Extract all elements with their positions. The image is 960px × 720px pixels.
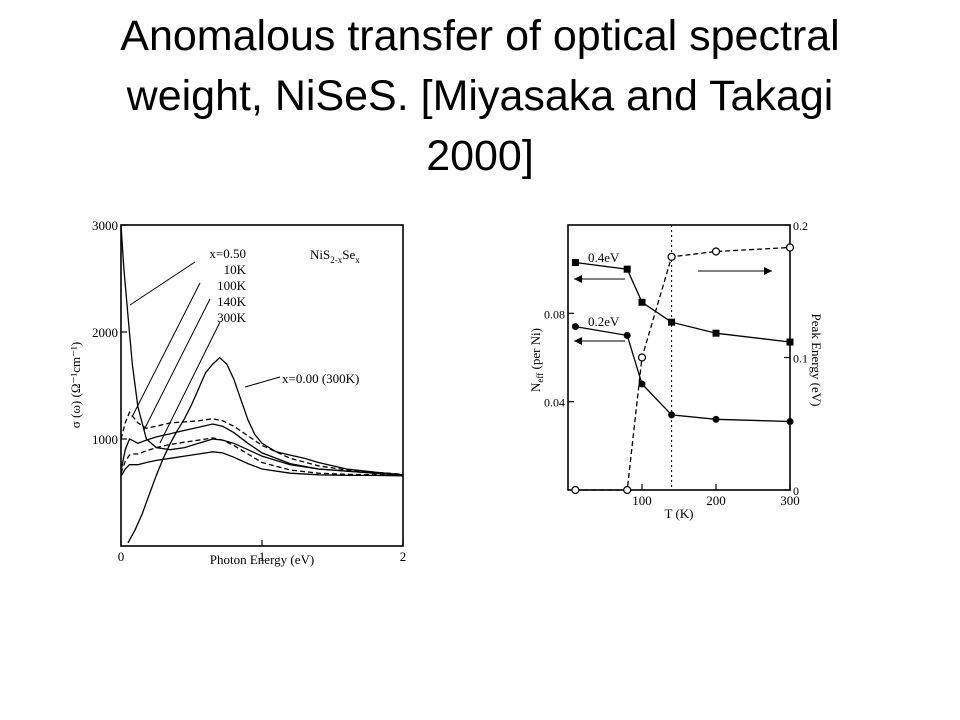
x000-annotation: x=0.00 (300K) (282, 371, 359, 386)
arrow-0.4ev-head (574, 275, 582, 283)
right-chart-y-label-rest: (per Ni) (530, 328, 543, 373)
label-group-entry: 300K (217, 310, 247, 325)
conductivity-spectrum-chart: 0 1 2 1000 2000 3000 Photon Energy (eV) σ (ω)… (68, 218, 406, 567)
left-chart-pointers (129, 261, 281, 444)
data-point-filled-circle (571, 323, 579, 331)
spectrum-series-2 (120, 423, 404, 476)
pointer-140k (143, 298, 211, 431)
data-point-filled-circle (712, 415, 720, 423)
series-label-0.2ev: 0.2eV (588, 314, 620, 329)
compound-label-sub1: 2-x (330, 255, 342, 265)
right-chart-ticks: 100 200 300 0.04 0.08 0 0.1 0.2 (544, 219, 808, 508)
left-chart-frame (120, 224, 404, 547)
arrow-0.2ev-head (574, 337, 582, 345)
left-chart-series (120, 224, 404, 544)
data-point-filled-circle (668, 411, 676, 419)
slide-title-line-1: Anomalous transfer of optical spectral (120, 12, 840, 60)
data-point-open-circle (637, 353, 647, 362)
data-point-open-circle (785, 243, 795, 252)
label-group-entry: 140K (217, 294, 247, 309)
data-point-square (786, 338, 794, 346)
right-chart-y-label-main: N (530, 382, 543, 392)
spectrum-series-0 (120, 224, 404, 477)
temperature-series-2 (575, 246, 791, 491)
right-chart-y-label-sub: eff (535, 373, 545, 383)
data-point-open-circle (571, 485, 580, 495)
spectrum-series-3 (120, 437, 404, 477)
temperature-series-1 (575, 325, 791, 423)
right-chart-x-label: T (K) (664, 506, 693, 521)
data-point-filled-circle (623, 331, 631, 339)
temperature-series-0 (575, 261, 791, 343)
slide-title-line-2: weight, NiSeS. [Miyasaka and Takagi (126, 72, 834, 120)
data-point-square (668, 318, 676, 326)
label-group-entry: x=0.50 (209, 246, 246, 261)
pointer-300k (159, 321, 221, 444)
right-chart-y-label: Neff (per Ni) (530, 328, 545, 392)
data-point-filled-circle (786, 418, 794, 426)
compound-label-sub2: x (355, 255, 360, 265)
axis-arrows (574, 267, 772, 345)
compound-label-mid: Se (342, 247, 355, 262)
left-x-tick-label: 2 (400, 549, 407, 564)
left-x-tick-label: 0 (118, 549, 125, 564)
label-group-entry: 10K (224, 262, 247, 277)
left-y-tick-label: 3000 (92, 218, 118, 233)
data-point-square (571, 259, 579, 267)
right-chart-y2-label: Peak Energy (eV) (809, 314, 824, 407)
slide-title-line-3: 2000] (426, 132, 534, 180)
right-y-tick-label: 0.08 (544, 307, 565, 321)
data-point-filled-circle (638, 380, 646, 388)
right-y2-tick-label: 0.2 (793, 219, 808, 233)
compound-label-main: NiS (310, 247, 330, 262)
right-y2-tick-label: 0 (793, 484, 799, 498)
data-point-square (712, 329, 720, 337)
data-point-open-circle (667, 252, 676, 261)
series-label-0.4ev: 0.4eV (588, 250, 620, 265)
left-y-tick-label: 2000 (92, 325, 118, 340)
right-x-tick-label: 200 (706, 493, 726, 508)
left-chart-x-label: Photon Energy (eV) (210, 552, 314, 567)
label-group-entry: 100K (217, 278, 247, 293)
data-point-open-circle (623, 485, 632, 495)
data-point-square (638, 298, 646, 306)
right-chart-series (571, 243, 795, 495)
data-point-square (623, 265, 631, 273)
left-x-tick-label: 1 (259, 549, 266, 564)
pointer-x050-10k (129, 261, 196, 306)
right-y2-tick-label: 0.1 (793, 352, 808, 366)
neff-temperature-chart: 100 200 300 0.04 0.08 0 0.1 0.2 T (K) Neff (per… (530, 219, 824, 521)
left-chart-y-label: σ (ω) (Ω⁻¹cm⁻¹) (68, 342, 83, 428)
right-y-tick-label: 0.04 (544, 396, 565, 410)
left-y-tick-label: 1000 (92, 432, 118, 447)
data-point-open-circle (711, 247, 721, 256)
spectrum-series-1 (120, 411, 404, 475)
pointer-100k (131, 282, 201, 418)
spectrum-series-5 (127, 356, 404, 544)
pointer-x000 (244, 376, 281, 388)
compound-label: NiS2-xSex (310, 247, 360, 265)
right-x-tick-label: 300 (780, 493, 800, 508)
arrow-peak-head (764, 267, 772, 275)
left-chart-axes (120, 224, 404, 547)
spectrum-series-4 (120, 451, 404, 477)
left-chart-ticks: 0 1 2 1000 2000 3000 (92, 218, 406, 564)
slide-title: Anomalous transfer of optical spectral w… (0, 6, 960, 186)
right-x-tick-label: 100 (632, 493, 652, 508)
